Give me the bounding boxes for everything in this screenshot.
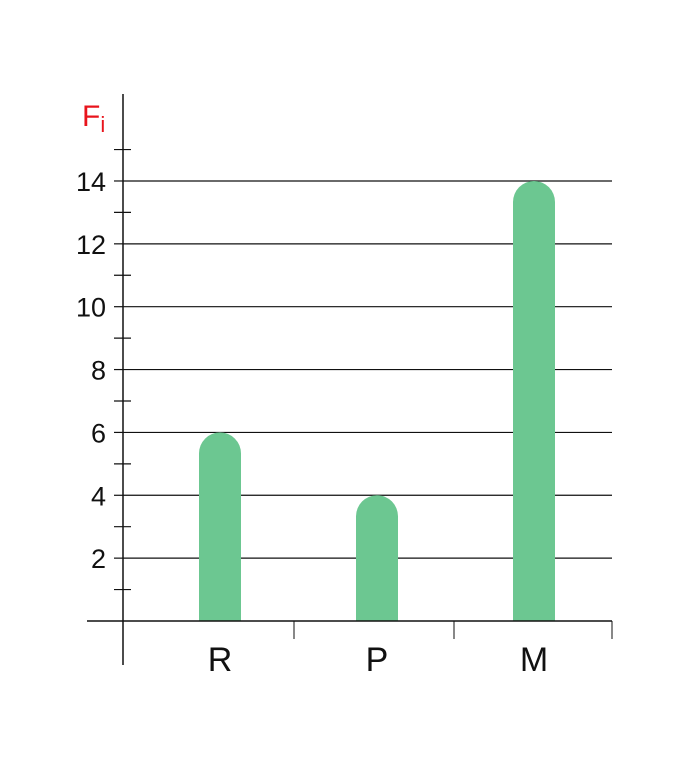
y-tick-label: 4 (91, 481, 106, 511)
x-category-label: R (208, 641, 233, 679)
y-tick-label: 8 (91, 356, 106, 386)
bar-P (356, 495, 398, 621)
y-tick-label: 6 (91, 418, 106, 448)
y-tick-label: 10 (76, 293, 106, 323)
bar-M (513, 181, 555, 621)
y-axis-label: Fi (82, 100, 105, 137)
bars (199, 181, 555, 621)
y-tick-label: 2 (91, 544, 106, 574)
bar-R (199, 432, 241, 621)
y-tick-label: 14 (76, 167, 106, 197)
y-axis-label-subscript: i (100, 112, 105, 137)
y-axis-label-main: F (82, 100, 100, 133)
y-tick-label: 12 (76, 230, 106, 260)
x-category-label: P (366, 641, 389, 679)
x-category-label: M (520, 641, 548, 679)
